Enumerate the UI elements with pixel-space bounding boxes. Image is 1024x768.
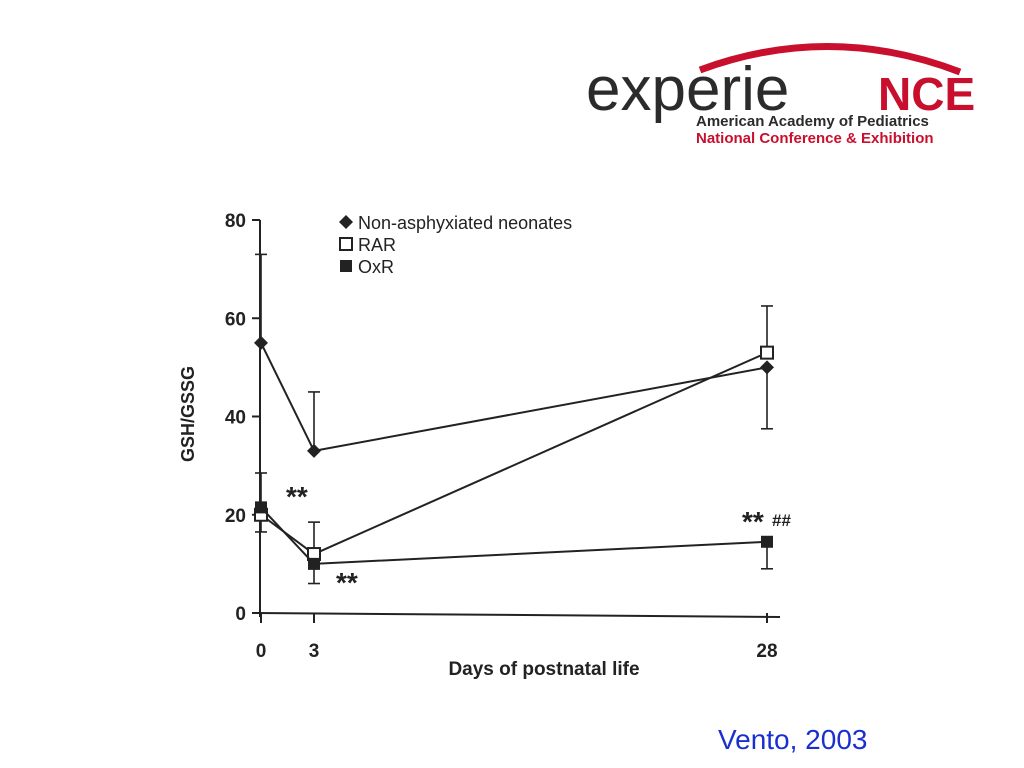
y-tick-label: 40: [225, 408, 246, 429]
gsh-gssg-chart: GSH/GSSG Days of postnatal life 0 20 40 60 8…: [178, 211, 791, 680]
x-axis-line: [255, 612, 781, 618]
non-asphyxiated-data-point: [307, 443, 321, 458]
legend-marker-rar: [339, 237, 353, 251]
y-tick-label: 20: [225, 506, 246, 527]
significance-annotation: **: [742, 506, 764, 537]
logo-line-2: National Conference & Exhibition: [696, 130, 934, 147]
significance-annotation: **: [336, 567, 358, 598]
significance-annotation: ##: [772, 511, 791, 530]
non-asphyxiated-data-point: [254, 335, 268, 350]
logo-word-accent: NCE: [878, 68, 975, 120]
rar-series-line: [260, 351, 768, 556]
non-asphyxiated-data-point: [760, 360, 774, 375]
rar-data-point: [760, 345, 774, 360]
oxr-data-point: [255, 501, 267, 514]
oxr-data-point: [308, 557, 320, 570]
citation: Vento, 2003: [718, 724, 868, 755]
y-tick-label: 80: [225, 211, 246, 232]
x-tick-label: 28: [756, 641, 777, 662]
legend-marker-oxr: [340, 260, 352, 272]
y-tick-label: 60: [225, 309, 246, 330]
chart-container: GSH/GSSG Days of postnatal life 0 20 40 60 8…: [160, 200, 840, 700]
logo-line-1: American Academy of Pediatrics: [696, 113, 929, 130]
legend-label-rar: RAR: [358, 235, 396, 255]
y-tick-label: 0: [235, 604, 246, 625]
significance-annotation: **: [286, 481, 308, 512]
oxr-series-line: [260, 506, 768, 565]
legend-label-non-asphyxiated: Non-asphyxiated neonates: [358, 213, 572, 233]
conference-logo: experie NCE American Academy of Pediatri…: [580, 30, 1000, 150]
logo-graphic: experie NCE American Academy of Pediatri…: [586, 43, 975, 147]
x-tick-label: 0: [256, 641, 267, 662]
logo-arc: [698, 43, 962, 76]
logo-word-main: experie: [586, 55, 789, 124]
legend-marker-non-asphyxiated: [339, 215, 353, 229]
oxr-data-point: [761, 535, 773, 548]
y-axis-label: GSH/GSSG: [178, 366, 198, 462]
non-asphyxiated-series-line: [260, 342, 768, 453]
x-tick-label: 3: [309, 641, 320, 662]
legend-label-oxr: OxR: [358, 257, 394, 277]
x-axis-label: Days of postnatal life: [448, 659, 639, 680]
